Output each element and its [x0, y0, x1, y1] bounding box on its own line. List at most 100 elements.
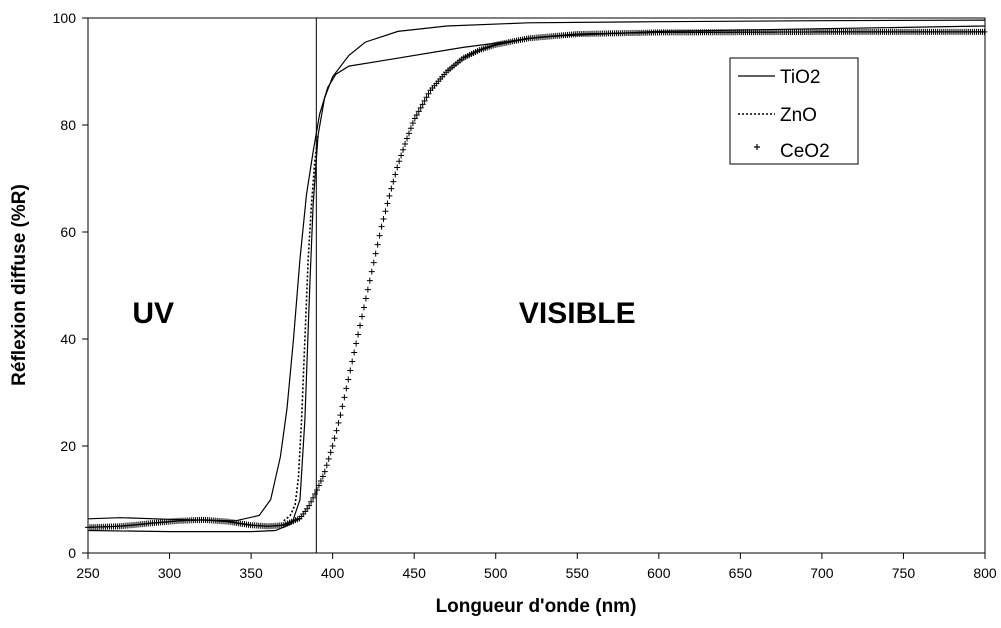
point-ceo2 — [364, 286, 371, 293]
y-tick-label: 20 — [60, 438, 76, 454]
series-ceo2-markers — [85, 28, 988, 531]
x-tick-label: 750 — [892, 565, 916, 581]
y-axis-ticks: 0 20 40 60 80 100 — [53, 10, 88, 561]
point-ceo2 — [390, 178, 397, 185]
point-ceo2 — [333, 427, 340, 434]
point-ceo2 — [396, 158, 403, 165]
series-tio2-line-0 — [87, 25, 986, 522]
point-ceo2 — [345, 376, 352, 383]
x-tick-label: 650 — [729, 565, 753, 581]
point-ceo2 — [415, 108, 422, 115]
point-ceo2 — [351, 349, 358, 356]
point-ceo2 — [304, 505, 311, 512]
point-ceo2 — [349, 358, 356, 365]
point-ceo2 — [417, 104, 424, 111]
point-ceo2 — [366, 277, 373, 284]
point-ceo2 — [421, 97, 428, 104]
point-ceo2 — [313, 486, 320, 493]
y-tick-label: 40 — [60, 331, 76, 347]
point-ceo2 — [409, 120, 416, 127]
legend-label-tio2: TiO2 — [780, 67, 820, 88]
series-zno-line-2 — [283, 135, 319, 522]
point-ceo2 — [325, 455, 332, 462]
legend-label-zno: ZnO — [780, 105, 817, 126]
point-ceo2 — [419, 101, 426, 108]
point-ceo2 — [362, 295, 369, 302]
legend: TiO2 ZnO CeO2 — [729, 57, 859, 165]
point-ceo2 — [310, 494, 317, 501]
point-ceo2 — [392, 171, 399, 178]
point-ceo2 — [404, 135, 411, 142]
point-ceo2 — [312, 491, 319, 498]
point-ceo2 — [317, 477, 324, 484]
point-ceo2 — [400, 146, 407, 153]
x-tick-label: 800 — [973, 565, 997, 581]
x-tick-label: 700 — [810, 565, 834, 581]
point-ceo2 — [319, 473, 326, 480]
y-tick-label: 80 — [60, 117, 76, 133]
point-ceo2 — [378, 223, 385, 230]
point-ceo2 — [413, 111, 420, 118]
point-ceo2 — [321, 468, 328, 475]
point-ceo2 — [405, 130, 412, 137]
point-ceo2 — [394, 164, 401, 171]
point-ceo2 — [343, 385, 350, 392]
point-ceo2 — [327, 449, 334, 456]
point-ceo2 — [411, 115, 418, 122]
point-ceo2 — [398, 152, 405, 159]
point-ceo2 — [376, 232, 383, 239]
point-ceo2 — [337, 412, 344, 419]
uv-region-label: UV — [132, 297, 174, 330]
point-ceo2 — [315, 482, 322, 489]
point-ceo2 — [386, 192, 393, 199]
point-ceo2 — [331, 435, 338, 442]
point-ceo2 — [382, 208, 389, 215]
point-ceo2 — [358, 313, 365, 320]
point-ceo2 — [306, 502, 313, 509]
series-tio2-line-1 — [87, 19, 986, 533]
point-ceo2 — [347, 367, 354, 374]
point-ceo2 — [360, 304, 367, 311]
point-ceo2 — [335, 419, 342, 426]
legend-swatch-ceo2 — [754, 144, 760, 150]
point-ceo2 — [388, 185, 395, 192]
point-ceo2 — [981, 28, 988, 35]
x-tick-label: 450 — [403, 565, 427, 581]
point-ceo2 — [402, 140, 409, 147]
point-ceo2 — [339, 403, 346, 410]
point-ceo2 — [308, 498, 315, 505]
plot-area — [87, 17, 986, 554]
point-ceo2 — [384, 200, 391, 207]
point-ceo2 — [370, 259, 377, 266]
visible-region-label: VISIBLE — [519, 297, 636, 330]
point-ceo2 — [355, 331, 362, 338]
point-ceo2 — [423, 94, 430, 101]
y-tick-label: 0 — [68, 545, 76, 561]
point-ceo2 — [341, 394, 348, 401]
point-ceo2 — [374, 241, 381, 248]
series-layer — [85, 19, 988, 533]
x-tick-label: 350 — [239, 565, 263, 581]
point-ceo2 — [380, 215, 387, 222]
x-tick-label: 550 — [566, 565, 590, 581]
x-tick-label: 600 — [647, 565, 671, 581]
point-ceo2 — [372, 250, 379, 257]
y-tick-label: 100 — [53, 10, 77, 26]
x-axis-title: Longueur d'onde (nm) — [436, 596, 637, 617]
legend-label-ceo2: CeO2 — [780, 141, 830, 162]
x-tick-label: 500 — [484, 565, 508, 581]
x-tick-label: 250 — [76, 565, 100, 581]
x-tick-label: 300 — [158, 565, 182, 581]
point-ceo2 — [329, 443, 336, 449]
point-ceo2 — [368, 268, 375, 275]
y-tick-label: 60 — [60, 224, 76, 240]
x-axis-ticks: 250 300 350 400 450 500 550 600 650 700 750 800 — [76, 553, 997, 581]
point-ceo2 — [357, 322, 364, 329]
point-ceo2 — [407, 125, 414, 132]
x-tick-label: 400 — [321, 565, 345, 581]
point-ceo2 — [353, 340, 360, 347]
point-ceo2 — [425, 90, 432, 97]
y-axis-title: Réflexion diffuse (%R) — [9, 184, 30, 386]
point-ceo2 — [323, 462, 330, 469]
